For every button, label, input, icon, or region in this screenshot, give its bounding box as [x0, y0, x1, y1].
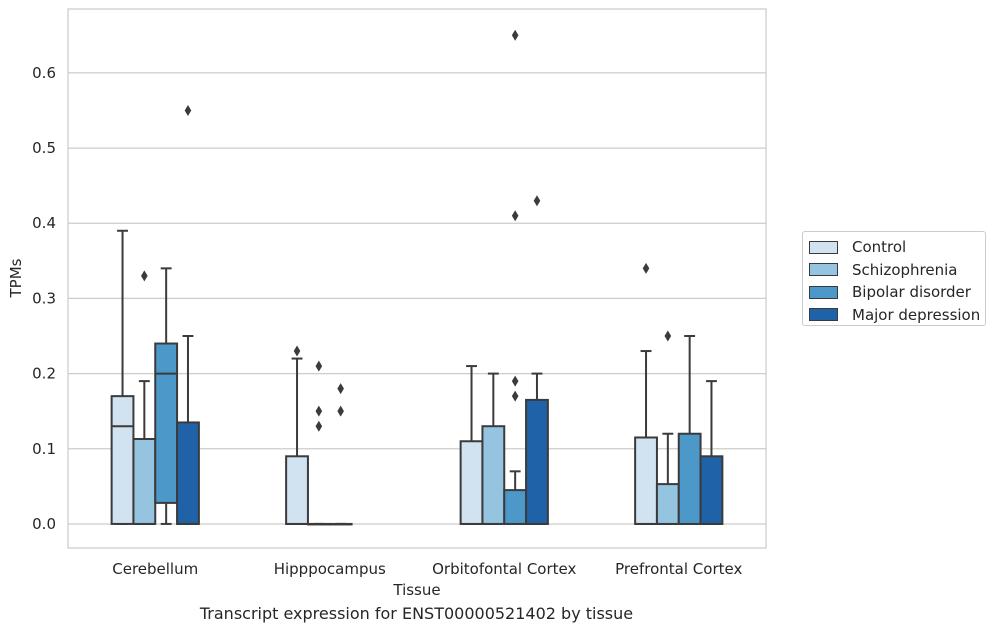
- outlier-point: [533, 195, 541, 207]
- legend-label: Schizophrenia: [852, 260, 958, 279]
- x-tick-label: Orbitofontal Cortex: [432, 560, 576, 578]
- outlier-point: [511, 375, 519, 387]
- legend-swatch: [809, 240, 838, 254]
- box-3-0: [176, 104, 200, 525]
- y-tick-label: 0.1: [32, 440, 56, 458]
- x-tick-label: Prefrontal Cortex: [615, 560, 742, 578]
- box-0-3: [634, 262, 658, 525]
- outlier-point: [337, 405, 344, 417]
- y-tick-label: 0.6: [32, 64, 56, 82]
- box-3-2: [525, 195, 549, 525]
- box-2-1: [328, 383, 353, 526]
- legend-label: Major depression: [852, 305, 981, 324]
- outlier-point: [511, 210, 519, 222]
- iqr-box: [634, 436, 658, 525]
- iqr-box: [481, 425, 506, 525]
- box-2-2: [503, 29, 528, 525]
- box-3-3: [699, 380, 724, 525]
- box-2-3: [677, 335, 702, 525]
- iqr-box: [503, 489, 528, 525]
- iqr-box: [677, 432, 702, 525]
- box-1-3: [655, 330, 680, 525]
- legend-item: Major depression: [807, 304, 985, 327]
- outlier-point: [141, 270, 148, 282]
- y-axis-label: TPMs: [7, 258, 25, 298]
- legend-swatch: [809, 308, 838, 322]
- iqr-box: [525, 398, 549, 525]
- iqr-box: [132, 437, 157, 525]
- legend-item: Control: [807, 236, 985, 259]
- outlier-point: [315, 420, 323, 432]
- legend-item: Schizophrenia: [807, 259, 985, 282]
- iqr-box: [459, 440, 484, 525]
- legend-label: Bipolar disorder: [852, 283, 971, 302]
- y-tick-label: 0.4: [32, 214, 56, 232]
- outlier-point: [315, 360, 323, 372]
- plot-area-frame: [67, 8, 767, 549]
- iqr-box: [154, 342, 179, 504]
- y-tick-label: 0.5: [32, 139, 56, 157]
- outlier-point: [315, 405, 323, 417]
- iqr-box: [655, 483, 680, 525]
- x-axis-ticks: Cerebellum Hipppocampus Orbitofontal Corte…: [112, 560, 742, 578]
- iqr-box: [285, 455, 309, 525]
- legend-swatch: [809, 263, 838, 277]
- box-0-1: [285, 345, 309, 525]
- chart-caption: Transcript expression for ENST0000052140…: [199, 604, 634, 623]
- outlier-point: [293, 345, 301, 357]
- iqr-box: [176, 421, 200, 525]
- outlier-point: [511, 390, 519, 402]
- box-1-2: [481, 372, 506, 525]
- y-tick-label: 0.3: [32, 289, 56, 307]
- box-1-0: [132, 270, 157, 525]
- boxes: [110, 29, 724, 526]
- box-0-0: [110, 229, 135, 525]
- x-axis-label: Tissue: [392, 581, 440, 599]
- outlier-point: [642, 262, 650, 274]
- y-tick-label: 0.2: [32, 365, 56, 383]
- outlier-point: [184, 104, 192, 116]
- iqr-box: [699, 455, 724, 525]
- y-tick-label: 0.0: [32, 515, 56, 533]
- outlier-point: [337, 383, 344, 395]
- x-tick-label: Hipppocampus: [274, 560, 386, 578]
- legend-item: Bipolar disorder: [807, 281, 985, 304]
- outlier-point: [664, 330, 672, 342]
- legend-swatch: [809, 285, 838, 299]
- y-axis-ticks: 0.0 0.1 0.2 0.3 0.4 0.5 0.6: [32, 64, 56, 533]
- legend: Control Schizophrenia Bipolar disorder Majo…: [802, 231, 986, 326]
- x-tick-label: Cerebellum: [112, 560, 198, 578]
- box-2-0: [154, 267, 179, 525]
- box-0-2: [459, 365, 484, 525]
- box-1-1: [306, 360, 331, 526]
- legend-label: Control: [852, 238, 907, 257]
- outlier-point: [511, 29, 519, 41]
- iqr-box: [110, 395, 135, 525]
